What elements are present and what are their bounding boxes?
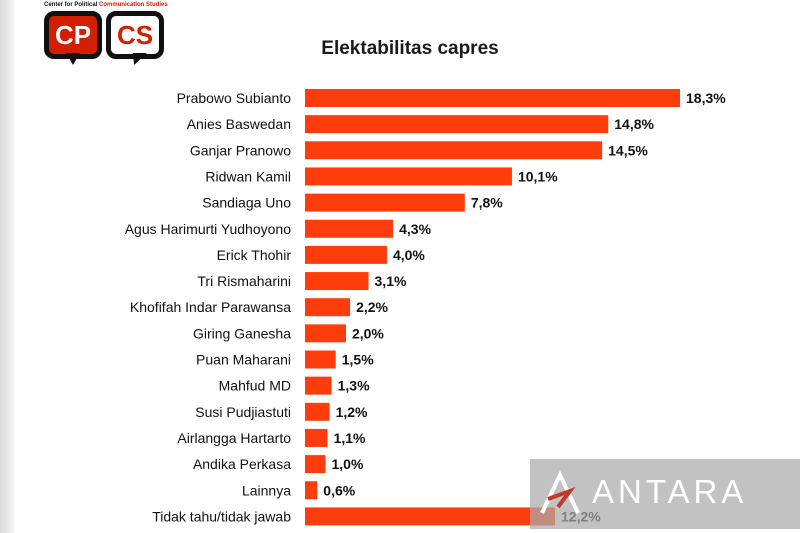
value-label: 4,0% (393, 247, 425, 263)
bar (305, 455, 326, 474)
category-label: Ganjar Pranowo (190, 142, 291, 158)
bar (305, 507, 555, 526)
category-label: Lainnya (242, 482, 291, 498)
logo-cp-tail (66, 53, 80, 65)
antara-logo-icon (540, 470, 580, 514)
category-label: Susi Pudjiastuti (195, 404, 291, 420)
bar (305, 245, 387, 264)
antara-watermark: ANTARA (530, 459, 800, 529)
category-label: Sandiaga Uno (202, 195, 291, 211)
value-label: 14,5% (608, 142, 648, 158)
chart-title: Elektabilitas capres (321, 38, 499, 59)
bar (305, 193, 465, 212)
value-label: 1,1% (334, 430, 366, 446)
value-label: 1,3% (338, 378, 370, 394)
value-label: 4,3% (399, 221, 431, 237)
category-label: Mahfud MD (219, 378, 291, 394)
bar (305, 272, 369, 291)
value-label: 10,1% (518, 168, 558, 184)
left-edge-strip (0, 0, 14, 533)
logo-caption-red: Communication Studies (99, 2, 168, 8)
bar (305, 376, 332, 395)
bar (305, 141, 603, 160)
bar (305, 298, 351, 317)
value-label: 2,2% (356, 299, 388, 315)
value-label: 0,6% (323, 482, 355, 498)
value-label: 7,8% (471, 195, 503, 211)
category-label: Giring Ganesha (193, 325, 291, 341)
category-label: Andika Perkasa (193, 456, 291, 472)
bar (305, 89, 680, 107)
category-label: Prabowo Subianto (177, 90, 292, 106)
bar (305, 481, 318, 500)
logo-caption-black: Center for Political (44, 2, 98, 8)
category-label: Airlangga Hartarto (177, 430, 291, 446)
bar (305, 428, 328, 447)
value-label: 1,5% (342, 352, 374, 368)
cpcs-logo: Center for Political Communication Studi… (44, 0, 168, 70)
value-label: 14,8% (614, 116, 654, 132)
value-label: 18,3% (686, 90, 726, 106)
bar (305, 167, 512, 186)
category-label: Ridwan Kamil (205, 168, 291, 184)
bar (305, 402, 330, 421)
category-label: Tidak tahu/tidak jawab (152, 508, 291, 524)
bar (305, 324, 346, 343)
value-label: 1,2% (336, 404, 368, 420)
value-label: 3,1% (375, 273, 407, 289)
category-label: Anies Baswedan (187, 116, 291, 132)
bar (305, 115, 609, 134)
logo-cs-box: CS (106, 11, 164, 59)
category-label: Puan Maharani (196, 352, 291, 368)
category-label: Tri Rismaharini (197, 273, 291, 289)
value-label: 1,0% (331, 456, 363, 472)
value-label: 2,0% (352, 325, 384, 341)
logo-caption: Center for Political Communication Studi… (44, 2, 168, 8)
category-label: Erick Thohir (217, 247, 292, 263)
bar (305, 350, 336, 369)
bar (305, 219, 394, 238)
antara-watermark-text: ANTARA (592, 473, 748, 510)
category-label: Khofifah Indar Parawansa (130, 299, 291, 315)
category-label: Agus Harimurti Yudhoyono (125, 221, 291, 237)
